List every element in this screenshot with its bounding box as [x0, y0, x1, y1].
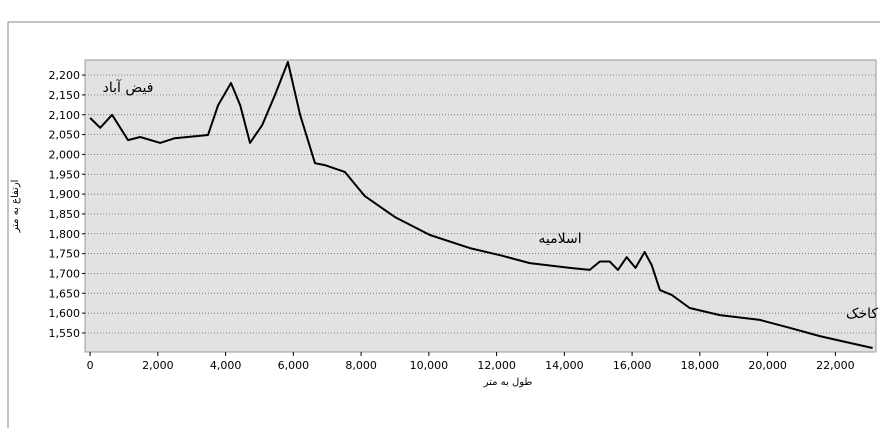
- x-tick-label: 4,000: [210, 359, 242, 372]
- x-tick-label: 14,000: [545, 359, 584, 372]
- y-tick-label: 1,800: [49, 228, 81, 241]
- y-tick-label: 2,150: [49, 89, 81, 102]
- x-tick-label: 12,000: [477, 359, 516, 372]
- annotation: اسلامیه: [538, 231, 581, 247]
- x-tick-label: 22,000: [816, 359, 855, 372]
- x-tick-label: 6,000: [278, 359, 310, 372]
- x-axis-label: طول به متر: [483, 377, 533, 388]
- y-tick-label: 1,750: [49, 248, 81, 261]
- y-tick-label: 1,850: [49, 208, 81, 221]
- y-tick-label: 1,900: [49, 188, 81, 201]
- x-tick-label: 18,000: [681, 359, 720, 372]
- y-tick-label: 2,100: [49, 109, 81, 122]
- y-axis-label: ارتفاع به متر: [10, 180, 21, 234]
- y-tick-label: 1,700: [49, 267, 81, 280]
- x-tick-label: 10,000: [410, 359, 449, 372]
- x-tick-label: 8,000: [345, 359, 377, 372]
- annotation: کاخک: [846, 306, 878, 322]
- x-tick-label: 16,000: [613, 359, 652, 372]
- y-tick-label: 2,200: [49, 69, 81, 82]
- y-tick-label: 2,000: [49, 148, 81, 161]
- y-tick-label: 1,550: [49, 327, 81, 340]
- x-tick-label: 20,000: [748, 359, 787, 372]
- annotation: فیض آباد: [103, 79, 154, 96]
- y-tick-label: 1,950: [49, 168, 81, 181]
- x-tick-label: 0: [87, 359, 94, 372]
- y-tick-label: 2,050: [49, 129, 81, 142]
- profile-line: [89, 61, 873, 349]
- y-tick-label: 1,600: [49, 307, 81, 320]
- y-tick-label: 1,650: [49, 287, 81, 300]
- x-tick-label: 2,000: [142, 359, 174, 372]
- plot-area: [84, 59, 877, 353]
